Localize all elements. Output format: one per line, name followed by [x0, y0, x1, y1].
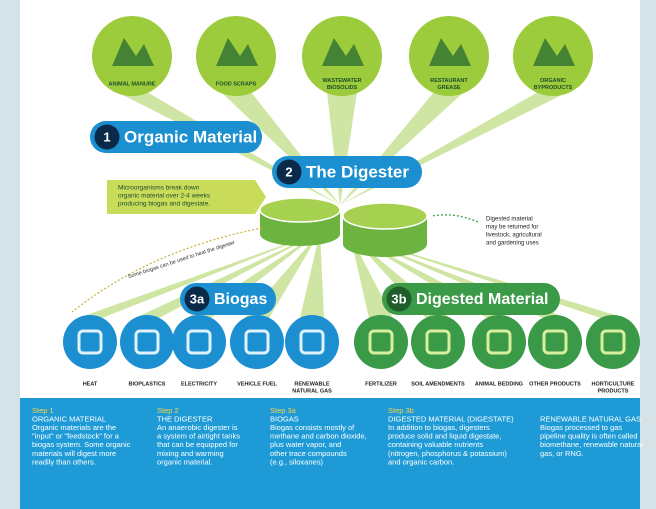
footer-body: (e.g., siloxanes): [270, 457, 323, 466]
step-title: Organic Material: [124, 127, 257, 146]
use-label: ANIMAL BEDDING: [475, 381, 523, 387]
use-label: RENEWABLE: [294, 381, 329, 387]
return-note: livestock, agricultural: [486, 233, 542, 239]
return-note: may be returned for: [486, 225, 538, 231]
use-circle: [172, 315, 226, 369]
use-circle: [285, 315, 339, 369]
source-label: WASTEWATER: [322, 78, 361, 84]
source-label: ANIMAL MANURE: [109, 81, 156, 87]
use-circle: [586, 315, 640, 369]
use-circle: [63, 315, 117, 369]
footer-body: organic material.: [157, 457, 212, 466]
source-label: GREASE: [437, 85, 461, 91]
digester-note: organic material over 2-4 weeks: [118, 193, 211, 200]
source-label: FOOD SCRAPS: [216, 81, 257, 87]
use-circle: [354, 315, 408, 369]
use-label: VEHICLE FUEL: [237, 381, 277, 387]
digester-note: Microorganisms break down: [118, 185, 200, 192]
step-number: 2: [285, 164, 292, 179]
source-label: RESTAURANT: [430, 78, 468, 84]
use-label: NATURAL GAS: [292, 388, 332, 394]
page: ANIMAL MANURE FOOD SCRAPS WASTEWATERBIOSOL…: [0, 0, 656, 509]
tank-bottom: [260, 222, 340, 246]
use-label: SOIL AMENDMENTS: [411, 381, 465, 387]
use-label: HEAT: [83, 381, 98, 387]
return-note: Digested material: [486, 217, 533, 223]
digester-note: producing biogas and digestate.: [118, 201, 210, 208]
footer-body: and organic carbon.: [388, 457, 454, 466]
step-title: The Digester: [306, 162, 409, 181]
source-label: BYPRODUCTS: [534, 85, 573, 91]
infographic: ANIMAL MANURE FOOD SCRAPS WASTEWATERBIOSOL…: [0, 0, 656, 509]
use-circle: [120, 315, 174, 369]
step-title: Digested Material: [416, 291, 548, 308]
footer-body: readily than others.: [32, 457, 96, 466]
use-label: HORTICULTURE: [592, 381, 635, 387]
tank-top: [260, 198, 340, 222]
use-label: FERTILIZER: [365, 381, 397, 387]
tank-bottom: [343, 231, 427, 257]
use-circle: [411, 315, 465, 369]
use-label: OTHER PRODUCTS: [529, 381, 581, 387]
use-circle: [230, 315, 284, 369]
step-number: 3a: [190, 291, 205, 306]
tank-top: [343, 203, 427, 229]
use-circle: [472, 315, 526, 369]
step-number: 3b: [391, 291, 406, 306]
use-label: BIOPLASTICS: [129, 381, 166, 387]
return-note: and gardening uses: [486, 241, 539, 247]
step-title: Biogas: [214, 291, 267, 308]
use-circle: [528, 315, 582, 369]
source-label: BIOSOLIDS: [327, 85, 358, 91]
footer-body: gas, or RNG.: [540, 449, 584, 458]
source-label: ORGANIC: [540, 78, 566, 84]
use-label: ELECTRICITY: [181, 381, 217, 387]
use-label: PRODUCTS: [598, 388, 629, 394]
step-number: 1: [103, 129, 110, 144]
